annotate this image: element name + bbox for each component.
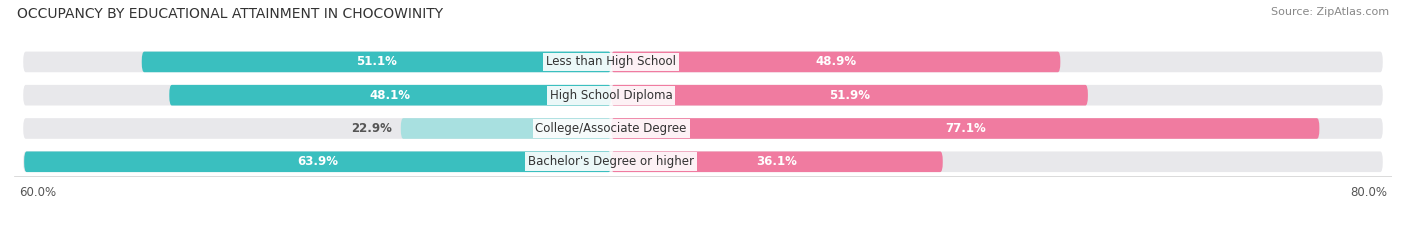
Text: 60.0%: 60.0% (18, 186, 56, 199)
FancyBboxPatch shape (169, 85, 612, 106)
FancyBboxPatch shape (612, 118, 1319, 139)
Text: OCCUPANCY BY EDUCATIONAL ATTAINMENT IN CHOCOWINITY: OCCUPANCY BY EDUCATIONAL ATTAINMENT IN C… (17, 7, 443, 21)
FancyBboxPatch shape (24, 85, 1382, 106)
FancyBboxPatch shape (24, 151, 1382, 172)
Text: High School Diploma: High School Diploma (550, 89, 672, 102)
Text: 51.9%: 51.9% (830, 89, 870, 102)
Text: 77.1%: 77.1% (945, 122, 986, 135)
Text: 80.0%: 80.0% (1350, 186, 1388, 199)
Text: 22.9%: 22.9% (350, 122, 392, 135)
Text: 48.1%: 48.1% (370, 89, 411, 102)
Text: 51.1%: 51.1% (356, 55, 396, 69)
FancyBboxPatch shape (24, 151, 612, 172)
Text: Source: ZipAtlas.com: Source: ZipAtlas.com (1271, 7, 1389, 17)
FancyBboxPatch shape (24, 118, 1382, 139)
Text: 36.1%: 36.1% (756, 155, 797, 168)
Text: Less than High School: Less than High School (546, 55, 676, 69)
FancyBboxPatch shape (612, 151, 943, 172)
Text: Bachelor's Degree or higher: Bachelor's Degree or higher (529, 155, 695, 168)
FancyBboxPatch shape (401, 118, 612, 139)
FancyBboxPatch shape (612, 85, 1088, 106)
Text: College/Associate Degree: College/Associate Degree (536, 122, 686, 135)
Text: 48.9%: 48.9% (815, 55, 856, 69)
FancyBboxPatch shape (24, 51, 1382, 72)
FancyBboxPatch shape (142, 51, 612, 72)
FancyBboxPatch shape (612, 51, 1060, 72)
Text: 63.9%: 63.9% (297, 155, 339, 168)
